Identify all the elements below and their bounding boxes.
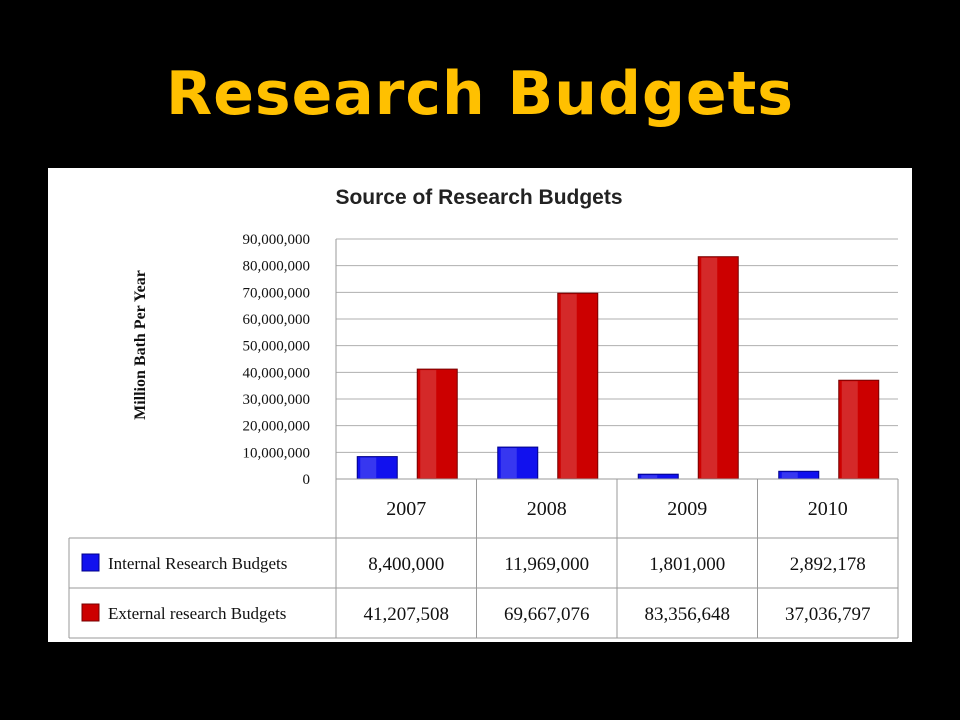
bar-highlight xyxy=(701,257,718,478)
legend-swatch xyxy=(81,553,100,572)
bar-highlight xyxy=(560,294,577,478)
y-tick-label: 80,000,000 xyxy=(243,259,311,275)
bar-highlight xyxy=(781,472,798,478)
y-tick-label: 50,000,000 xyxy=(243,339,311,355)
y-tick-label: 70,000,000 xyxy=(243,285,311,301)
legend-swatch xyxy=(81,603,100,622)
bar-highlight xyxy=(360,457,377,478)
table-value: 83,356,648 xyxy=(645,604,731,625)
table-value: 11,969,000 xyxy=(504,554,589,575)
bar-chart: Source of Research Budgets Million Bath … xyxy=(68,186,899,639)
y-tick-labels: 0 10,000,000 20,000,000 30,000,000 40,000,00… xyxy=(243,232,311,488)
data-table: 2007 2008 2009 2010 Internal Research Budget… xyxy=(68,478,899,639)
y-tick-label: 20,000,000 xyxy=(243,419,311,435)
table-value: 69,667,076 xyxy=(504,604,590,625)
bar-highlight xyxy=(500,448,517,478)
legend-label: Internal Research Budgets xyxy=(108,554,287,573)
y-axis-label: Million Bath Per Year xyxy=(132,270,149,420)
x-category-label: 2008 xyxy=(527,498,567,520)
bar-highlight xyxy=(641,475,658,478)
bar-highlight xyxy=(420,370,437,478)
y-tick-label: 60,000,000 xyxy=(243,312,311,328)
external-bar-2009 xyxy=(697,256,739,480)
y-tick-label: 40,000,000 xyxy=(243,365,311,381)
table-value: 37,036,797 xyxy=(785,604,871,625)
table-value: 41,207,508 xyxy=(364,604,450,625)
y-tick-label: 0 xyxy=(303,472,311,488)
x-category-label: 2009 xyxy=(667,498,707,520)
y-tick-label: 10,000,000 xyxy=(243,445,311,461)
bars xyxy=(356,256,880,480)
table-value: 1,801,000 xyxy=(649,554,725,575)
y-tick-label: 90,000,000 xyxy=(243,232,311,248)
table-value: 2,892,178 xyxy=(790,554,866,575)
slide-title: Research Budgets xyxy=(166,59,794,129)
external-bar-2007 xyxy=(416,368,458,480)
x-category-label: 2010 xyxy=(808,498,848,520)
y-tick-label: 30,000,000 xyxy=(243,392,311,408)
chart-panel: Source of Research Budgets Million Bath … xyxy=(48,168,912,642)
x-category-label: 2007 xyxy=(386,498,426,520)
chart-title: Source of Research Budgets xyxy=(335,186,622,209)
table-value: 8,400,000 xyxy=(368,554,444,575)
bar-highlight xyxy=(841,381,858,478)
legend-label: External research Budgets xyxy=(108,604,286,623)
